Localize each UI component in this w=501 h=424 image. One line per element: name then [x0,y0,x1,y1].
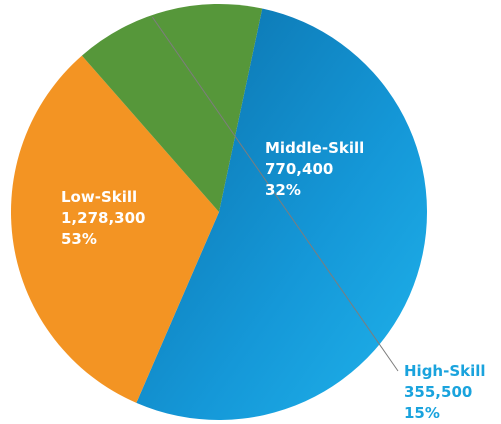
middle-skill-value-label: 770,400 [265,160,333,178]
pie-slice-middle-skill [10,55,219,403]
middle-skill-name-label: Middle-Skill [265,139,364,157]
high-skill-leader-line [151,16,399,372]
high-skill-value-label: 355,500 [404,383,472,401]
low-skill-name-label: Low-Skill [61,188,137,206]
low-skill-value-label: 1,278,300 [61,209,145,227]
high-skill-percent-label: 15% [404,404,440,422]
middle-skill-percent-label: 32% [265,181,301,199]
high-skill-name-label: High-Skill [404,362,486,380]
low-skill-percent-label: 53% [61,230,97,248]
pie-slice-high-skill [81,4,263,212]
pie-slice-low-skill [136,8,428,421]
